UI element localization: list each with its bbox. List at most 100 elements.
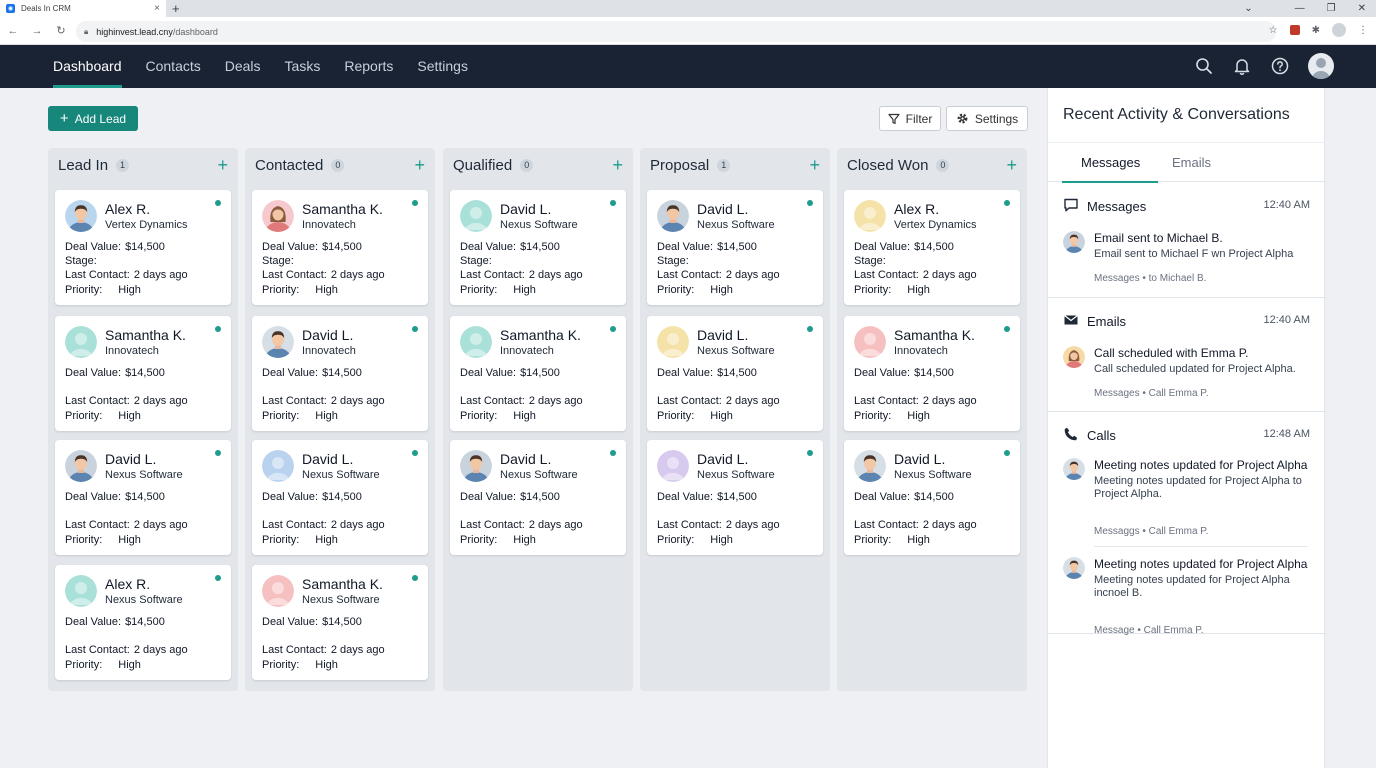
deal-value-label: Deal Value: — [854, 241, 911, 253]
lead-card[interactable]: Samantha K. Innovatech Deal Value: $14,500 S… — [252, 190, 428, 305]
lead-card[interactable]: David L. Nexus Software Deal Value: $14,500… — [252, 440, 428, 555]
add-card-icon[interactable]: + — [1006, 155, 1017, 175]
browser-tabstrip: ◉ Deals In CRM × + ⌄ — ❐ ✕ — [0, 0, 1376, 17]
nav-reports[interactable]: Reports — [344, 58, 394, 74]
status-dot — [215, 200, 221, 206]
lead-card[interactable]: Samantha K. Innovatech Deal Value: $14,500 L… — [450, 316, 626, 431]
last-contact-label: Last Contact: — [65, 395, 130, 407]
priority-value: High — [315, 534, 338, 546]
add-card-icon[interactable]: + — [414, 155, 425, 175]
close-tab-icon[interactable]: × — [154, 3, 160, 14]
lead-card[interactable]: Alex R. Vertex Dynamics Deal Value: $14,500… — [55, 190, 231, 305]
lead-company: Innovatech — [302, 345, 356, 357]
status-dot — [412, 450, 418, 456]
priority-row: Priority: High — [262, 534, 338, 546]
browser-profile-avatar[interactable] — [1332, 23, 1346, 37]
lead-card[interactable]: David L. Nexus Software Deal Value: $14,500… — [844, 440, 1020, 555]
nav-dashboard[interactable]: Dashboard — [41, 45, 134, 88]
nav-tasks[interactable]: Tasks — [284, 58, 321, 74]
profile-avatar[interactable] — [1308, 53, 1334, 79]
tab-search-chevron-icon[interactable]: ⌄ — [1244, 3, 1253, 14]
avatar — [657, 450, 689, 482]
reload-icon[interactable]: ↻ — [56, 25, 66, 37]
avatar — [262, 326, 294, 358]
restore-icon[interactable]: ❐ — [1326, 3, 1336, 14]
last-contact-value: 2 days ago — [922, 519, 977, 531]
avatar — [65, 326, 97, 358]
lead-card[interactable]: David L. Nexus Software Deal Value: $14,500… — [450, 440, 626, 555]
nav-settings[interactable]: Settings — [417, 58, 468, 74]
back-icon[interactable]: ← — [7, 24, 19, 37]
priority-label: Priority: — [657, 410, 695, 422]
status-dot — [610, 200, 616, 206]
lead-card[interactable]: Samantha K. Innovatech Deal Value: $14,500 L… — [844, 316, 1020, 431]
nav-deals[interactable]: Deals — [224, 58, 261, 74]
activity-meta: Messaggs • Call Emma P. — [1094, 526, 1209, 537]
lead-card[interactable]: David L. Nexus Software Deal Value: $14,500… — [647, 316, 823, 431]
lead-card[interactable]: David L. Nexus Software Deal Value: $14,500… — [55, 440, 231, 555]
minimize-icon[interactable]: — — [1294, 3, 1305, 14]
last-contact-row: Last Contact: 2 days ago — [460, 395, 583, 407]
extensions-puzzle-icon[interactable]: ✱ — [1311, 24, 1320, 36]
filter-button[interactable]: Filter — [879, 106, 941, 131]
last-contact-value: 2 days ago — [133, 269, 188, 281]
priority-row: Priority: High — [854, 410, 930, 422]
last-contact-value: 2 days ago — [922, 395, 977, 407]
priority-label: Priority: — [262, 284, 300, 296]
lead-card[interactable]: Samantha K. Nexus Software Deal Value: $14,… — [252, 565, 428, 680]
deal-value-row: Deal Value: $14,500 — [657, 241, 757, 253]
lead-card[interactable]: David L. Nexus Software Deal Value: $14,500… — [647, 190, 823, 305]
search-icon[interactable] — [1194, 53, 1214, 79]
help-icon[interactable] — [1270, 53, 1290, 79]
last-contact-label: Last Contact: — [262, 519, 327, 531]
address-bar: ← → ↻ 🔒︎ highinvest.lead.cny/dashboard ☆… — [0, 17, 1376, 45]
lead-card[interactable]: Samantha K. Innovatech Deal Value: $14,500 L… — [55, 316, 231, 431]
lead-card[interactable]: Alex R. Vertex Dynamics Deal Value: $14,500… — [844, 190, 1020, 305]
lead-card[interactable]: Alex R. Nexus Software Deal Value: $14,500 L… — [55, 565, 231, 680]
add-card-icon[interactable]: + — [217, 155, 228, 175]
tab-messages[interactable]: Messages — [1081, 155, 1141, 170]
forward-icon[interactable]: → — [31, 24, 43, 37]
lead-company: Nexus Software — [697, 219, 775, 231]
last-contact-label: Last Contact: — [460, 269, 525, 281]
url-input[interactable]: 🔒︎ highinvest.lead.cny/dashboard — [76, 21, 1276, 42]
lead-company: Innovatech — [500, 345, 554, 357]
extension-icon[interactable] — [1289, 25, 1300, 35]
lead-company: Nexus Software — [500, 219, 578, 231]
last-contact-value: 2 days ago — [528, 395, 583, 407]
deal-value-row: Deal Value: $14,500 — [262, 241, 362, 253]
lead-company: Nexus Software — [302, 594, 380, 606]
section-time: 12:40 AM — [1263, 314, 1310, 326]
new-tab-icon[interactable]: + — [172, 1, 180, 16]
deal-value-label: Deal Value: — [65, 367, 122, 379]
column-count-badge: 1 — [717, 158, 731, 172]
bookmark-star-icon[interactable]: ☆ — [1268, 24, 1278, 36]
status-dot — [215, 326, 221, 332]
add-card-icon[interactable]: + — [612, 155, 623, 175]
deal-value-row: Deal Value: $14,500 — [460, 241, 560, 253]
lead-card[interactable]: David L. Nexus Software Deal Value: $14,500… — [450, 190, 626, 305]
priority-label: Priority: — [65, 659, 103, 671]
deal-value-label: Deal Value: — [262, 367, 319, 379]
browser-tab[interactable]: ◉ Deals In CRM × — [0, 0, 166, 17]
deal-value: $14,500 — [520, 367, 560, 379]
board-settings-button[interactable]: Settings — [946, 106, 1028, 131]
browser-menu-icon[interactable]: ⋮ — [1358, 24, 1368, 36]
lead-card[interactable]: David L. Innovatech Deal Value: $14,500 Last… — [252, 316, 428, 431]
add-card-icon[interactable]: + — [809, 155, 820, 175]
url-path: /dashboard — [172, 26, 218, 37]
tab-emails[interactable]: Emails — [1172, 155, 1212, 170]
priority-value: High — [513, 534, 536, 546]
nav-contacts[interactable]: Contacts — [145, 58, 201, 74]
bell-icon[interactable] — [1232, 53, 1252, 79]
avatar — [1063, 231, 1085, 253]
last-contact-label: Last Contact: — [854, 395, 919, 407]
avatar — [854, 200, 886, 232]
activity-body: Call scheduled updated for Project Alpha… — [1094, 363, 1296, 375]
lead-card[interactable]: David L. Nexus Software Deal Value: $14,500… — [647, 440, 823, 555]
close-window-icon[interactable]: ✕ — [1357, 3, 1366, 14]
avatar — [65, 450, 97, 482]
add-lead-button[interactable]: + Add Lead — [48, 106, 138, 131]
column-title: Contacted — [255, 156, 324, 174]
section-header: Messages — [1063, 197, 1146, 216]
